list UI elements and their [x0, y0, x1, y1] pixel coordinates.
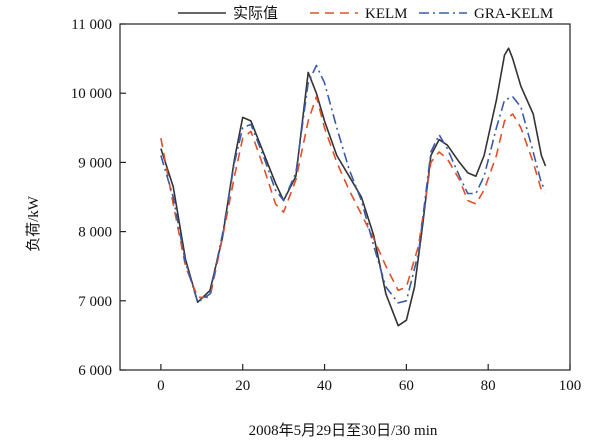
x-tick-label: 60	[399, 378, 414, 394]
series-line-1	[160, 95, 547, 299]
x-tick-label: 20	[235, 378, 250, 394]
x-tick-label: 80	[481, 378, 496, 394]
series-layer	[160, 47, 547, 327]
legend-label-2: GRA-KELM	[474, 6, 553, 22]
series-line-0	[160, 47, 547, 327]
x-axis-label: 2008年5月29日至30日/30 min	[249, 422, 438, 439]
legend: 实际值 KELM GRA-KELM	[178, 5, 553, 22]
series-line-2	[160, 64, 547, 304]
x-tick-label: 0	[157, 378, 165, 394]
ticks-layer: 0 20 40 60 80 100 6 000 7 000 8 000 9 000 10 000 11…	[71, 17, 582, 394]
x-tick-label: 100	[559, 378, 582, 394]
y-tick-label: 10 000	[71, 86, 112, 102]
y-tick-label: 6 000	[78, 363, 112, 379]
plot-frame	[119, 23, 571, 371]
x-tick-label: 40	[317, 378, 332, 394]
y-tick-label: 9 000	[78, 155, 112, 171]
legend-label-0: 实际值	[233, 5, 278, 22]
y-tick-label: 7 000	[78, 294, 112, 310]
legend-label-1: KELM	[365, 6, 408, 22]
plot-border	[119, 23, 571, 371]
y-axis-label: 负荷/kW	[25, 195, 42, 252]
y-tick-label: 8 000	[78, 225, 112, 241]
y-tick-label: 11 000	[71, 17, 112, 33]
